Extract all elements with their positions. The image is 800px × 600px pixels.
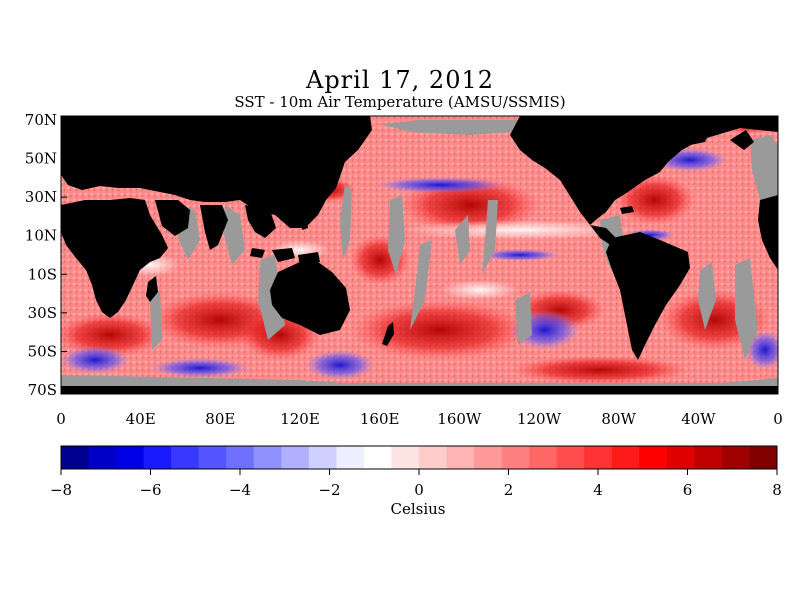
latitude-label: 70S [28,381,57,399]
colorbar-swatch [391,446,420,469]
longitude-label: 0 [773,410,783,428]
colorbar-swatch [116,446,145,469]
colorbar-swatch [363,446,392,469]
colorbar-swatch [419,446,448,469]
colorbar-swatch [721,446,750,469]
colorbar-swatch [226,446,255,469]
colorbar-swatch [529,446,558,469]
colorbar-swatch [281,446,310,469]
colorbar-swatch [446,446,475,469]
colorbar-tick-label: −4 [229,481,251,499]
warm-anomalies [61,116,778,384]
longitude-label: 160E [360,410,400,428]
map-field [61,116,778,394]
colorbar-swatch [253,446,282,469]
latitude-label: 50N [25,150,57,168]
colorbar-swatch [336,446,365,469]
longitude-label: 0 [56,410,66,428]
map-subtitle: SST - 10m Air Temperature (AMSU/SSMIS) [234,93,566,111]
colorbar-tick-label: 2 [504,481,514,499]
latitude-axis: 70N 50N 30N 10N 10S 30S 50S 70S [25,111,67,399]
colorbar-swatch [474,446,503,469]
latitude-label: 70N [25,111,57,129]
colorbar-swatch [198,446,227,469]
colorbar-tick-label: 4 [593,481,603,499]
colorbar-swatch [308,446,337,469]
colorbar-swatch [639,446,668,469]
longitude-label: 80E [205,410,235,428]
latitude-label: 50S [28,342,57,360]
land [61,116,778,394]
colorbar-swatch [88,446,117,469]
latitude-label: 30N [25,188,57,206]
colorbar-tick-label: 0 [414,481,424,499]
colorbar-tick-label: 6 [683,481,693,499]
longitude-label: 40W [681,410,716,428]
colorbar [61,446,778,469]
latitude-label: 10S [28,265,57,283]
longitude-label: 160W [437,410,482,428]
latitude-label: 10N [25,227,57,245]
colorbar-axis: −8 −6 −4 −2 0 2 4 6 8 [50,469,782,499]
colorbar-swatch [694,446,723,469]
latitude-label: 30S [28,304,57,322]
colorbar-swatch [556,446,585,469]
longitude-label: 120E [280,410,320,428]
longitude-label: 80W [601,410,636,428]
colorbar-swatch [143,446,172,469]
colorbar-swatch [61,446,90,469]
colorbar-unit-label: Celsius [390,500,445,518]
map-title: April 17, 2012 [305,66,495,94]
colorbar-swatch [171,446,200,469]
colorbar-swatch [666,446,695,469]
colorbar-tick-label: −8 [50,481,72,499]
colorbar-swatch [501,446,530,469]
colorbar-swatch [749,446,778,469]
longitude-label: 120W [517,410,562,428]
colorbar-tick-label: −6 [139,481,161,499]
colorbar-swatch [611,446,640,469]
longitude-label: 40E [126,410,156,428]
colorbar-swatch [584,446,613,469]
colorbar-tick-label: −2 [318,481,340,499]
colorbar-tick-label: 8 [772,481,782,499]
longitude-axis: 0 40E 80E 120E 160E 160W 120W 80W 40W 0 [56,388,783,428]
